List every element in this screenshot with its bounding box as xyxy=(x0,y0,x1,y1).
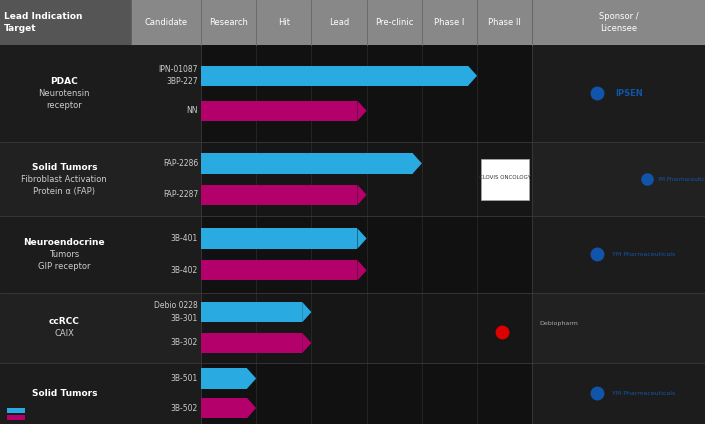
FancyBboxPatch shape xyxy=(367,0,422,45)
FancyBboxPatch shape xyxy=(481,159,529,200)
FancyBboxPatch shape xyxy=(201,216,532,293)
FancyBboxPatch shape xyxy=(256,0,312,45)
Text: Protein α (FAP): Protein α (FAP) xyxy=(33,187,95,195)
Text: 3B-401: 3B-401 xyxy=(171,234,198,243)
FancyBboxPatch shape xyxy=(201,260,357,281)
FancyBboxPatch shape xyxy=(201,153,412,173)
Text: Lead Indication
Target: Lead Indication Target xyxy=(4,12,82,33)
FancyBboxPatch shape xyxy=(0,363,201,424)
Polygon shape xyxy=(247,368,256,389)
Text: YM Pharmaceuticals: YM Pharmaceuticals xyxy=(612,252,675,257)
Text: YM Pharmaceuticals: YM Pharmaceuticals xyxy=(658,177,705,181)
Text: Debiopharm: Debiopharm xyxy=(539,321,578,326)
Text: Hit: Hit xyxy=(278,18,290,27)
Text: Sponsor /
Licensee: Sponsor / Licensee xyxy=(599,12,639,33)
FancyBboxPatch shape xyxy=(312,0,367,45)
FancyBboxPatch shape xyxy=(532,0,705,45)
FancyBboxPatch shape xyxy=(201,0,256,45)
Polygon shape xyxy=(357,260,367,281)
FancyBboxPatch shape xyxy=(201,293,532,363)
Text: Phase I: Phase I xyxy=(434,18,465,27)
Text: 3B-502: 3B-502 xyxy=(171,404,198,413)
FancyBboxPatch shape xyxy=(532,216,705,293)
Polygon shape xyxy=(302,333,312,353)
Text: 3B-402: 3B-402 xyxy=(171,266,198,275)
FancyBboxPatch shape xyxy=(201,228,357,248)
Text: FAP-2287: FAP-2287 xyxy=(163,190,198,199)
Text: Neuroendocrine: Neuroendocrine xyxy=(23,238,105,247)
Text: Candidate: Candidate xyxy=(145,18,188,27)
Text: 3BP-227: 3BP-227 xyxy=(166,78,198,86)
FancyBboxPatch shape xyxy=(201,100,357,121)
Text: Neurotensin: Neurotensin xyxy=(39,89,90,98)
Polygon shape xyxy=(302,302,312,322)
FancyBboxPatch shape xyxy=(532,142,705,216)
FancyBboxPatch shape xyxy=(201,142,532,216)
FancyBboxPatch shape xyxy=(532,45,705,142)
Text: ccRCC: ccRCC xyxy=(49,317,80,326)
Text: 3B-301: 3B-301 xyxy=(171,314,198,323)
Text: Tumors: Tumors xyxy=(49,250,80,259)
Text: CAIX: CAIX xyxy=(54,329,74,338)
Text: IPSEN: IPSEN xyxy=(615,89,643,98)
FancyBboxPatch shape xyxy=(201,45,532,142)
Text: 3B-501: 3B-501 xyxy=(171,374,198,383)
Polygon shape xyxy=(247,398,256,418)
Polygon shape xyxy=(357,185,367,205)
FancyBboxPatch shape xyxy=(0,45,201,142)
Polygon shape xyxy=(357,100,367,121)
Text: 3B-302: 3B-302 xyxy=(171,338,198,347)
Text: IPN-01087: IPN-01087 xyxy=(159,65,198,74)
FancyBboxPatch shape xyxy=(532,363,705,424)
FancyBboxPatch shape xyxy=(201,398,247,418)
FancyBboxPatch shape xyxy=(477,0,532,45)
Text: Solid Tumors: Solid Tumors xyxy=(32,389,97,398)
FancyBboxPatch shape xyxy=(7,415,25,420)
FancyBboxPatch shape xyxy=(201,333,302,353)
Text: receptor: receptor xyxy=(47,100,82,110)
FancyBboxPatch shape xyxy=(0,293,201,363)
Text: Research: Research xyxy=(209,18,248,27)
Polygon shape xyxy=(412,153,422,173)
FancyBboxPatch shape xyxy=(422,0,477,45)
Text: PDAC: PDAC xyxy=(51,77,78,86)
FancyBboxPatch shape xyxy=(0,142,201,216)
Text: Debio 0228: Debio 0228 xyxy=(154,301,198,310)
Text: Solid Tumors: Solid Tumors xyxy=(32,163,97,172)
FancyBboxPatch shape xyxy=(201,368,247,389)
Text: Fibroblast Activation: Fibroblast Activation xyxy=(21,175,107,184)
FancyBboxPatch shape xyxy=(0,216,201,293)
Text: Phase II: Phase II xyxy=(489,18,521,27)
FancyBboxPatch shape xyxy=(201,185,357,205)
Text: YM Pharmaceuticals: YM Pharmaceuticals xyxy=(612,391,675,396)
FancyBboxPatch shape xyxy=(201,302,302,322)
FancyBboxPatch shape xyxy=(7,408,25,413)
FancyBboxPatch shape xyxy=(130,0,201,45)
Text: GIP receptor: GIP receptor xyxy=(38,262,90,271)
FancyBboxPatch shape xyxy=(201,66,468,86)
FancyBboxPatch shape xyxy=(532,293,705,363)
Polygon shape xyxy=(357,228,367,248)
Text: CLOVIS ONCOLOGY: CLOVIS ONCOLOGY xyxy=(479,175,531,179)
Text: FAP-2286: FAP-2286 xyxy=(163,159,198,168)
Text: Lead: Lead xyxy=(329,18,349,27)
FancyBboxPatch shape xyxy=(0,0,130,45)
Polygon shape xyxy=(468,66,477,86)
Text: Pre-clinic: Pre-clinic xyxy=(375,18,413,27)
FancyBboxPatch shape xyxy=(201,363,532,424)
Text: NN: NN xyxy=(187,106,198,115)
